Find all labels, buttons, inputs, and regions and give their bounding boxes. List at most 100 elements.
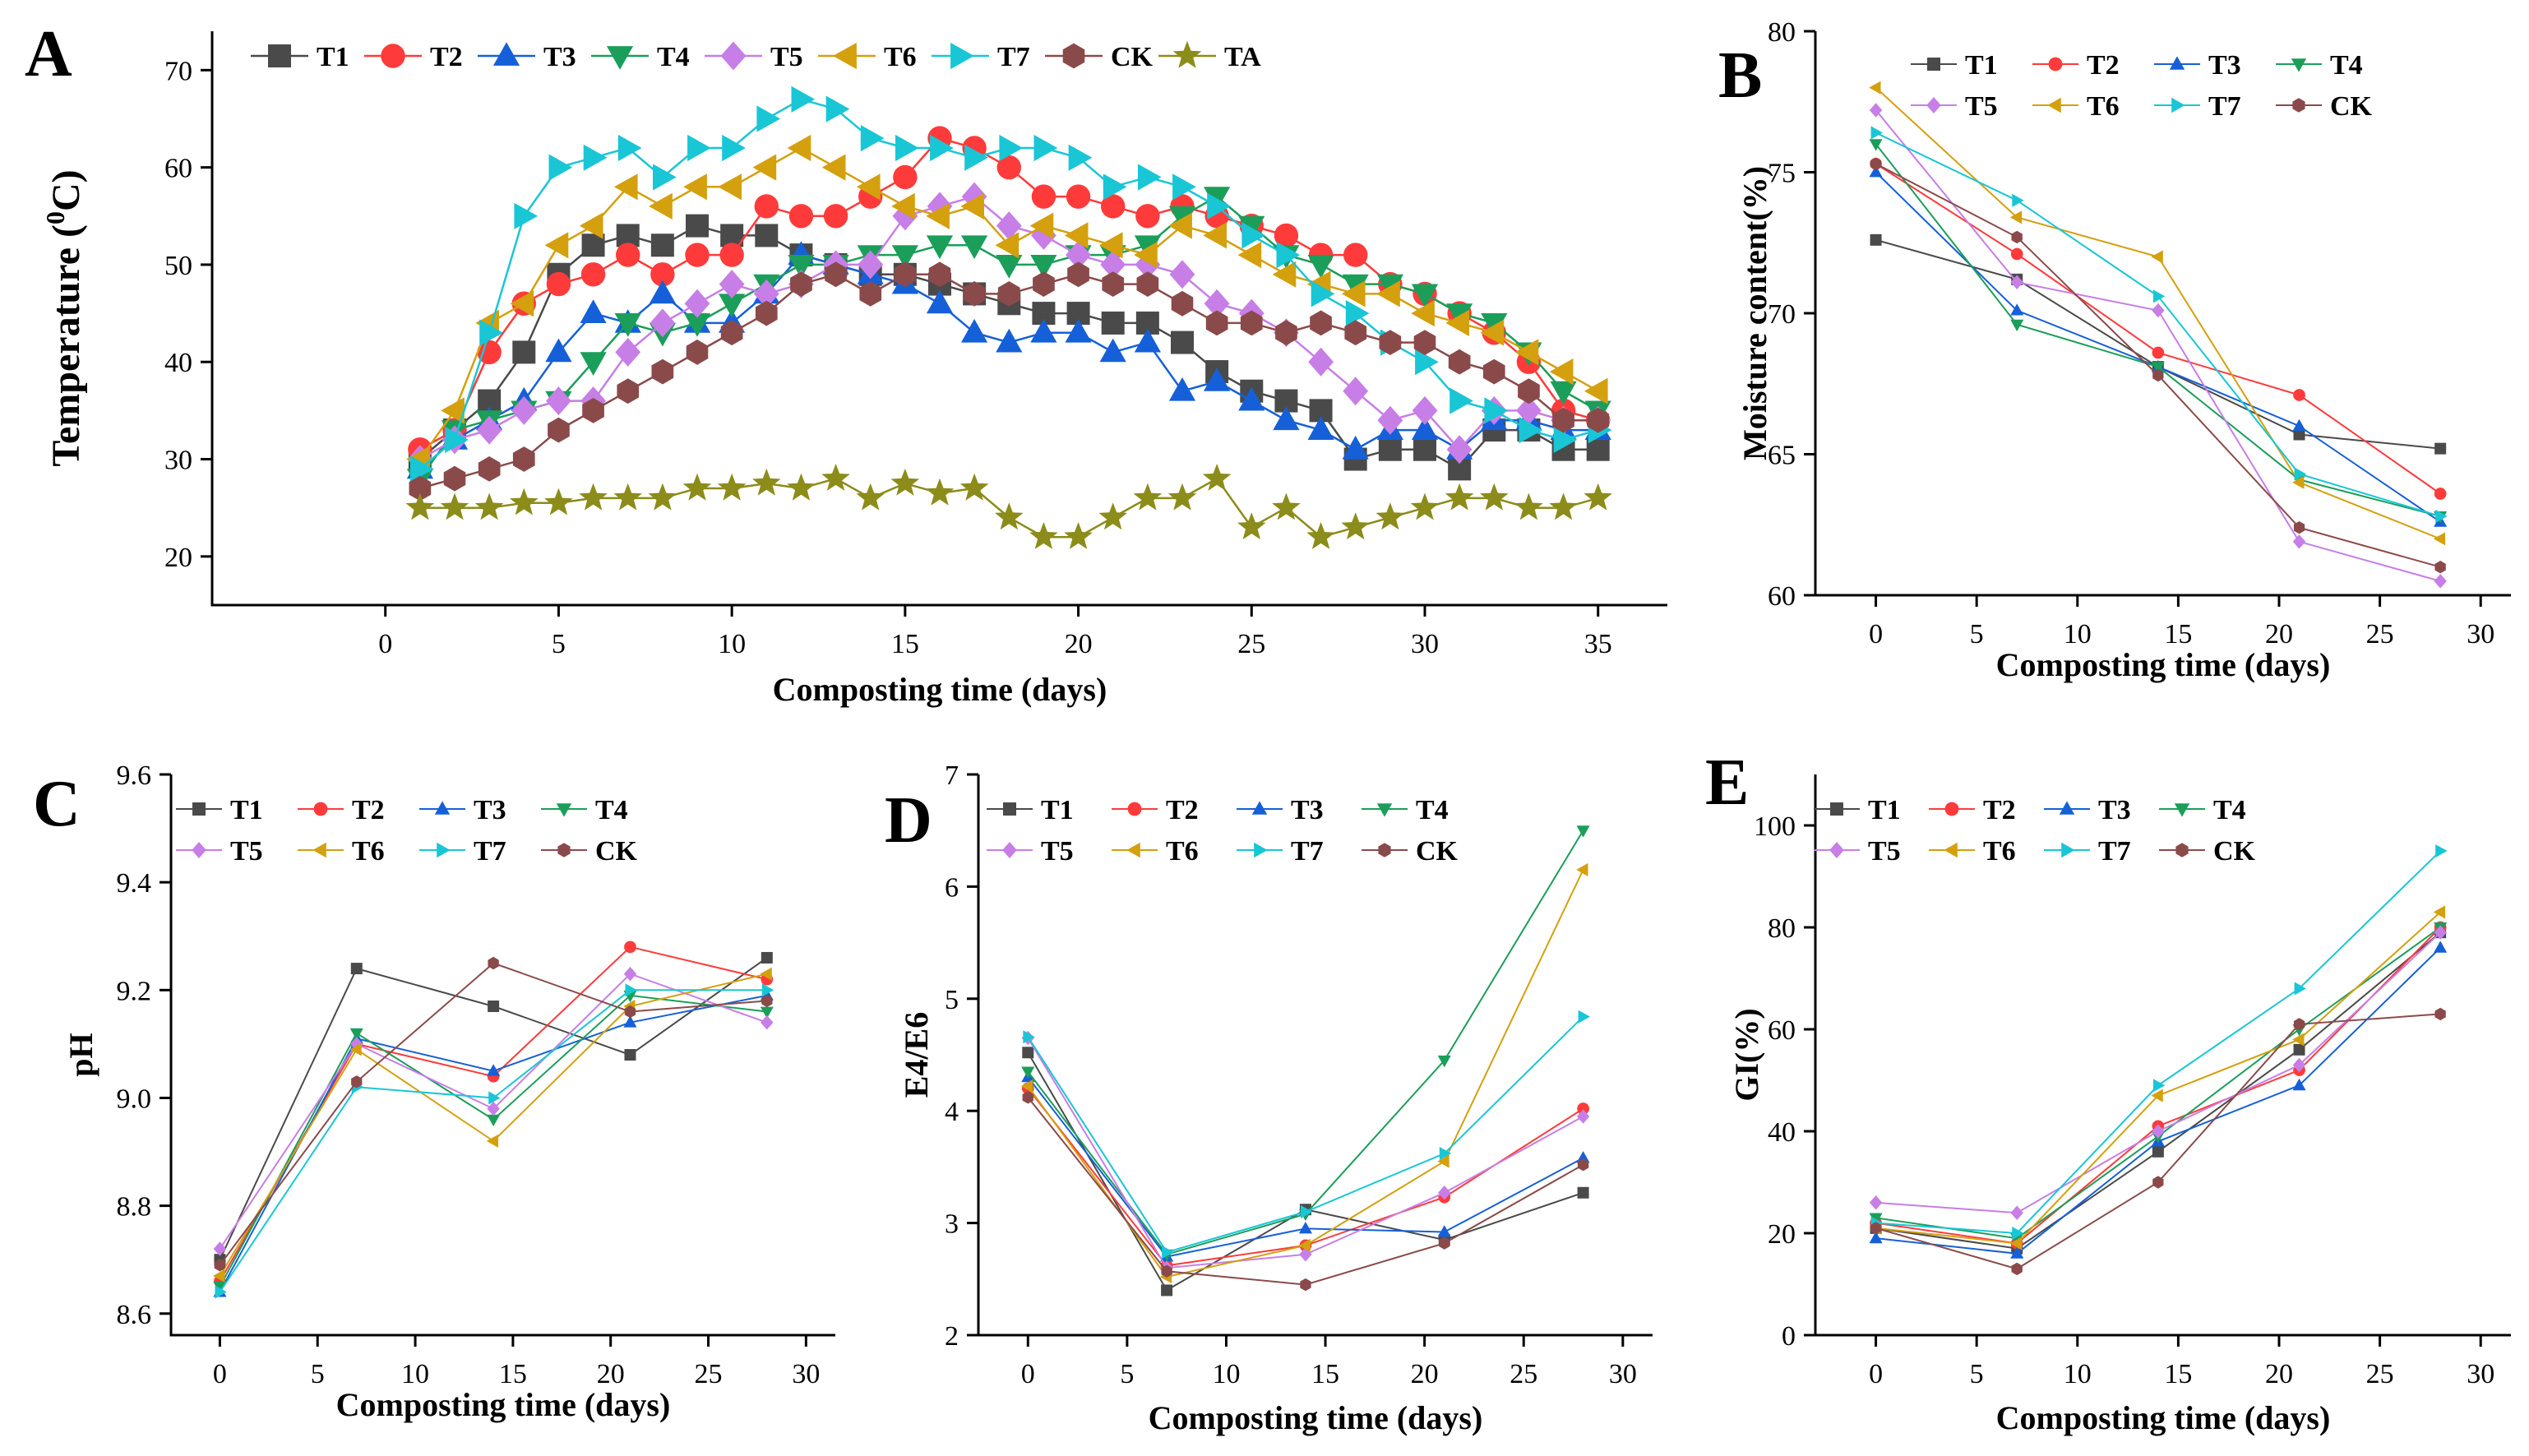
data-point [1343, 377, 1369, 406]
legend-label: T4 [2213, 795, 2246, 825]
legend-marker [1127, 802, 1142, 816]
data-point [788, 204, 814, 229]
legend-marker [2061, 842, 2075, 858]
data-point [963, 281, 986, 307]
data-point [487, 1064, 501, 1076]
x-tick-label: 10 [2064, 1359, 2092, 1389]
legend-marker [437, 842, 451, 858]
data-point [2433, 532, 2446, 546]
data-point [2010, 319, 2024, 332]
legend-entry-ck: CK [1045, 42, 1154, 72]
data-point [1067, 261, 1089, 288]
legend: T1 T2 T3 T4 T5 T6 T7 CK TA [251, 40, 1261, 72]
legend-entry-t4: T4 [2276, 50, 2363, 81]
legend-entry-t5: T5 [987, 836, 1074, 867]
data-point [1514, 492, 1543, 520]
data-point [787, 134, 811, 162]
data-point [752, 468, 781, 496]
x-tick-label: 10 [718, 629, 746, 659]
legend-label: T4 [595, 795, 628, 825]
data-point [1134, 328, 1161, 353]
data-point [996, 255, 1023, 279]
y-axis-title-sup: 0 [40, 211, 70, 224]
legend-entry-t4: T4 [2159, 795, 2246, 825]
data-point [1341, 512, 1370, 540]
legend-entry-t1: T1 [251, 42, 349, 72]
series-t4 [1869, 139, 2448, 524]
data-point [1553, 426, 1578, 453]
data-point [511, 395, 537, 425]
legend-label: CK [1416, 836, 1459, 867]
axis-frame [1814, 31, 2511, 597]
data-point [623, 966, 637, 982]
data-point [1101, 194, 1126, 219]
data-point [1298, 1238, 1311, 1252]
y-tick-label: 80 [1768, 17, 1796, 48]
legend-entry-t5: T5 [1911, 91, 1998, 122]
data-point [445, 426, 469, 453]
x-tick-label: 0 [1021, 1359, 1035, 1389]
data-point [926, 235, 954, 260]
y-tick-label: 7 [945, 760, 959, 791]
data-point [1437, 1154, 1449, 1168]
series-line-t1 [1875, 931, 2441, 1250]
legend-marker [2171, 97, 2185, 113]
data-point [2152, 368, 2164, 382]
legend: T1 T2 T3 T4 T5 T6 T7 CK [176, 795, 638, 867]
legend-entry-t6: T6 [1112, 836, 1199, 867]
data-point [895, 134, 919, 162]
y-tick-label: 9.6 [117, 760, 152, 791]
data-point [1029, 212, 1054, 239]
data-point [1869, 103, 1883, 118]
data-point [548, 417, 570, 443]
data-point [760, 967, 772, 981]
data-point [1161, 1264, 1172, 1278]
legend-label: T2 [352, 795, 385, 825]
legend-entry-t3: T3 [2044, 795, 2131, 825]
data-point [1020, 1079, 1033, 1093]
data-point [1411, 300, 1435, 327]
legend-entry-t3: T3 [478, 42, 576, 72]
x-tick-label: 15 [2164, 619, 2192, 649]
data-point [1307, 255, 1334, 279]
data-point [613, 483, 642, 511]
legend-marker [1944, 842, 1958, 858]
data-point [1480, 483, 1509, 511]
data-point [2292, 475, 2305, 489]
legend-label: CK [2330, 91, 2373, 122]
data-point [1030, 318, 1057, 343]
data-point [648, 483, 677, 511]
y-tick-label: 70 [1768, 299, 1796, 330]
series-line-t5 [1875, 931, 2441, 1214]
data-point [614, 313, 641, 337]
legend-label: T4 [657, 42, 690, 72]
data-point [613, 173, 638, 201]
data-point [684, 289, 710, 318]
data-point [1168, 377, 1196, 401]
data-point [1240, 310, 1263, 336]
data-point [1205, 310, 1228, 336]
data-point [1870, 1222, 1882, 1235]
data-point [2292, 1057, 2306, 1073]
data-point [995, 502, 1024, 530]
data-point [2010, 303, 2024, 316]
data-point [761, 994, 773, 1008]
data-point [1029, 522, 1058, 549]
data-point [821, 464, 850, 491]
data-point [1066, 240, 1091, 270]
legend-entry-t3: T3 [1237, 795, 1324, 825]
x-tick-label: 25 [2366, 1359, 2394, 1389]
series-ck [409, 261, 1610, 502]
y-axis-title: GI(%) [1728, 1008, 1765, 1101]
legend-label: T3 [474, 795, 506, 825]
legend-entry-t6: T6 [2032, 91, 2120, 122]
data-point [892, 201, 918, 231]
data-point [1272, 261, 1297, 288]
legend-label: T3 [1291, 795, 1324, 825]
data-point [996, 328, 1023, 353]
legend-marker [2174, 803, 2190, 817]
data-point [891, 245, 918, 269]
data-point [405, 492, 435, 520]
legend-entry-t2: T2 [2032, 50, 2120, 81]
data-point [2294, 982, 2306, 996]
